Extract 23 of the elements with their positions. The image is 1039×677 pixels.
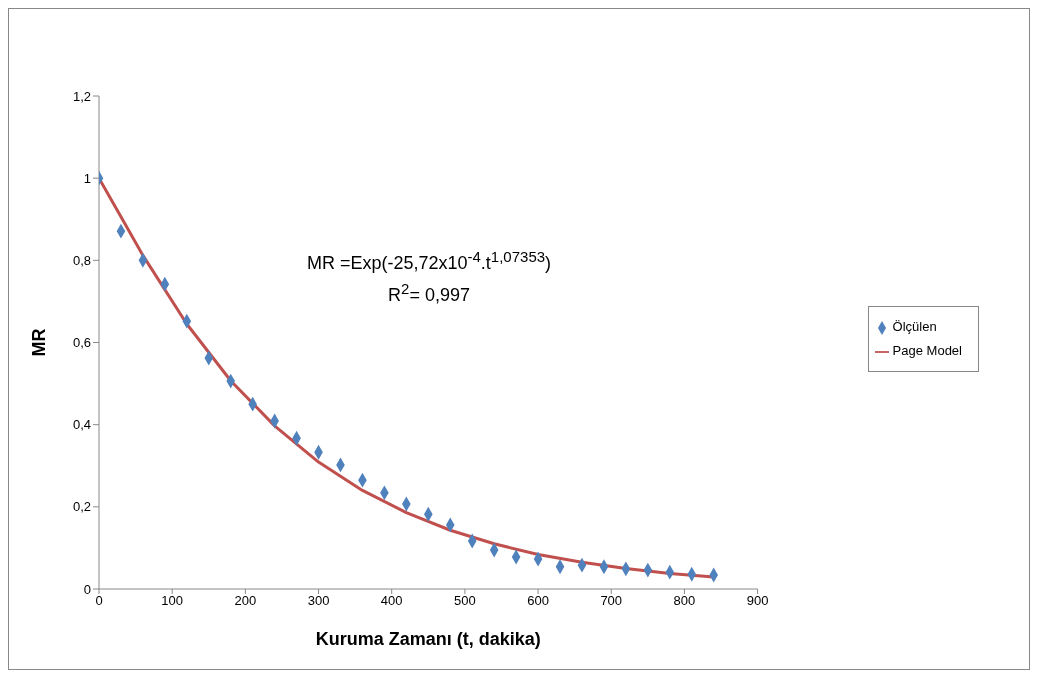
x-tick-label: 400 [380, 593, 403, 609]
y-tick-label: 0,4 [72, 417, 91, 433]
x-tick-label: 900 [746, 593, 769, 609]
x-tick-label: 700 [600, 593, 623, 609]
x-tick-label: 100 [161, 593, 184, 609]
y-tick-label: 1 [83, 170, 91, 186]
y-tick-label: 0,2 [72, 499, 91, 515]
x-tick-label: 0 [95, 593, 103, 609]
legend-label: Page Model [892, 343, 962, 358]
x-tick-label: 800 [673, 593, 696, 609]
y-tick-label: 1,2 [72, 88, 91, 104]
y-tick-label: 0,6 [72, 335, 91, 351]
annotation: MR =Exp(-25,72x10$^{-4}$.t$^{1,07353}$) [305, 247, 553, 275]
legend-label: Ölçülen [892, 319, 937, 334]
x-tick-label: 200 [234, 593, 257, 609]
y-tick-label: 0,8 [72, 252, 91, 268]
x-tick-label: 300 [307, 593, 330, 609]
y-axis-title: MR [29, 328, 50, 357]
y-tick-label: 0 [83, 581, 91, 597]
x-tick-label: 500 [454, 593, 476, 609]
annotation: R$^{2}$= 0,997 [387, 279, 471, 307]
x-tick-label: 600 [527, 593, 549, 609]
x-axis-title: Kuruma Zamanı (t, dakika) [315, 629, 541, 649]
